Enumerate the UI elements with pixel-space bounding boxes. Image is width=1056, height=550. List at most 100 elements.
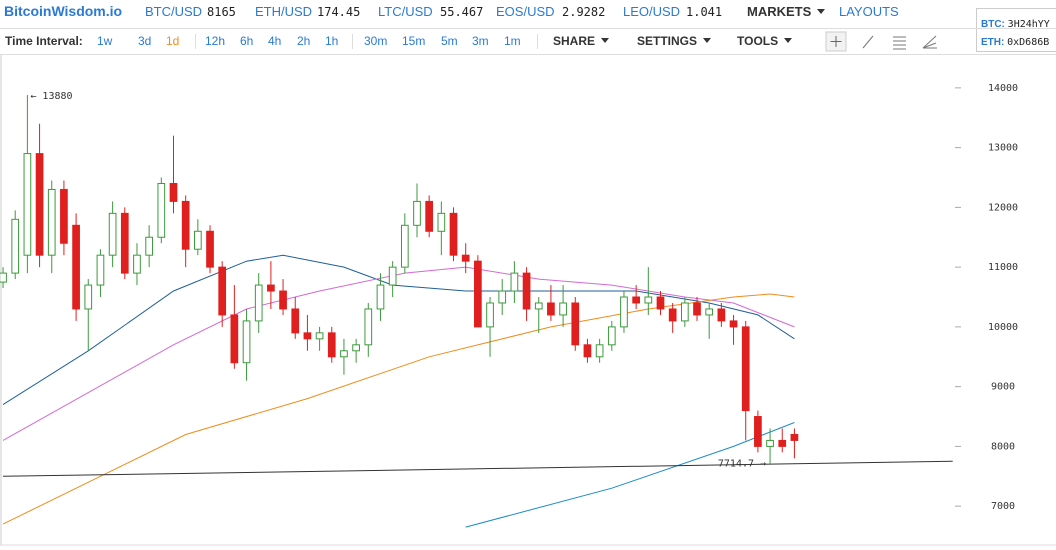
candle-body	[267, 284, 275, 292]
interval-button[interactable]: 5m	[441, 34, 458, 48]
candle-body	[340, 350, 348, 358]
ticker-symbol[interactable]: BTC/USD	[145, 4, 203, 19]
candle-body	[413, 200, 421, 226]
candle-body	[693, 302, 701, 316]
interval-button[interactable]: 1d	[166, 34, 180, 48]
candle-body	[705, 308, 714, 316]
candle-body	[206, 230, 214, 268]
candle-body	[242, 320, 251, 364]
ticker-price: 55.467	[440, 5, 484, 19]
candle-body	[60, 188, 68, 244]
y-tick-label: 10000	[988, 322, 1018, 333]
interval-button[interactable]: 1w	[97, 34, 113, 48]
candle-body	[656, 296, 665, 310]
interval-button[interactable]: 3d	[138, 34, 152, 48]
interval-button[interactable]: 6h	[240, 34, 254, 48]
candle-body	[388, 266, 397, 286]
interval-button[interactable]: 30m	[364, 34, 388, 48]
candle-body	[729, 320, 738, 328]
candle-body	[644, 296, 653, 304]
candle-body	[364, 308, 373, 346]
ticker-price: 174.45	[317, 5, 361, 19]
chart: 7000 8000 9000 10000 11000 12000 13000 14000 ← 1…	[0, 55, 1056, 546]
candle-body	[120, 212, 129, 274]
candle-body	[498, 290, 507, 304]
candle-body	[559, 302, 567, 316]
candle-body	[254, 284, 263, 322]
y-tick-label: 13000	[988, 143, 1018, 154]
candle-body	[35, 153, 44, 256]
interval-button[interactable]: 2h	[297, 34, 311, 48]
candle-body	[607, 326, 616, 346]
price-annotation: ← 13880	[30, 91, 72, 102]
candle-body	[571, 302, 580, 346]
candle-body	[522, 272, 531, 310]
candle-body	[510, 272, 519, 292]
interval-button[interactable]: 3m	[472, 34, 489, 48]
candle-body	[790, 433, 799, 441]
y-tick-label: 7000	[991, 501, 1015, 512]
candle-body	[595, 344, 604, 358]
top-bar: BitcoinWisdom.io BTC/USD 8165 ETH/USD 174.4…	[0, 0, 1056, 24]
line-series	[2, 460, 953, 477]
menu-button[interactable]: TOOLS	[737, 34, 792, 48]
menu-item[interactable]: LAYOUTS	[839, 4, 899, 19]
separator	[537, 34, 538, 49]
interval-button[interactable]: 4h	[268, 34, 282, 48]
candle-body	[717, 308, 726, 322]
candle-body	[680, 302, 689, 322]
candle-body	[303, 332, 312, 340]
interval-button[interactable]: 12h	[205, 34, 226, 48]
candle-body	[486, 302, 494, 328]
interval-button[interactable]: 15m	[402, 34, 426, 48]
candle-body	[193, 230, 202, 250]
candle-body	[133, 254, 141, 274]
interval-button[interactable]: 1h	[325, 34, 339, 48]
ticker-symbol[interactable]: EOS/USD	[496, 4, 555, 19]
y-tick-label: 11000	[988, 262, 1018, 273]
candle-body	[23, 153, 32, 256]
candle-body	[108, 212, 117, 256]
price-annotation: 7714.7 →	[718, 458, 766, 469]
wallet-label: ETH:	[981, 37, 1005, 48]
candle-body	[315, 332, 324, 340]
candle-body	[766, 439, 774, 447]
line-series	[2, 266, 795, 441]
candle-body	[96, 254, 105, 286]
candle-body	[632, 296, 640, 304]
candle-body	[754, 416, 762, 447]
toolbar: Time Interval: SHARE SETTINGS TOOLS 1w 3d…	[0, 28, 1056, 55]
candle-body	[449, 212, 458, 256]
candle-body	[11, 218, 20, 274]
wallet-row: BTC: 3H24hYY	[981, 19, 1050, 30]
toolbar-label: Time Interval:	[5, 34, 83, 48]
menu-button[interactable]: SHARE	[553, 34, 609, 48]
candle-body	[376, 284, 385, 310]
candle-body	[474, 260, 482, 328]
candle-body	[668, 308, 677, 322]
ticker-symbol[interactable]: LEO/USD	[623, 4, 681, 19]
ticker-symbol[interactable]: LTC/USD	[378, 4, 433, 19]
ticker-price: 8165	[207, 5, 236, 19]
line-series	[2, 293, 795, 525]
candle-body	[218, 266, 227, 316]
menu-button[interactable]: SETTINGS	[637, 34, 711, 48]
candle-body	[741, 326, 750, 412]
interval-button[interactable]: 1m	[504, 34, 521, 48]
candle-body	[0, 272, 7, 283]
menu-item[interactable]: MARKETS	[747, 4, 825, 19]
candle-body	[583, 344, 592, 358]
wallet-row: ETH: 0xD686B	[981, 37, 1049, 48]
candle-body	[547, 302, 555, 316]
candle-body	[425, 200, 434, 232]
candle-body	[169, 182, 178, 202]
ticker-symbol[interactable]: ETH/USD	[255, 4, 313, 19]
logo[interactable]: BitcoinWisdom.io	[4, 3, 123, 19]
wallet-label: BTC:	[981, 19, 1005, 30]
y-tick-label: 9000	[991, 382, 1015, 393]
candle-body	[620, 296, 628, 328]
wallet-address: 3H24hYY	[1007, 19, 1050, 30]
drawing-tools[interactable]	[825, 31, 950, 53]
candle-body	[291, 308, 300, 334]
